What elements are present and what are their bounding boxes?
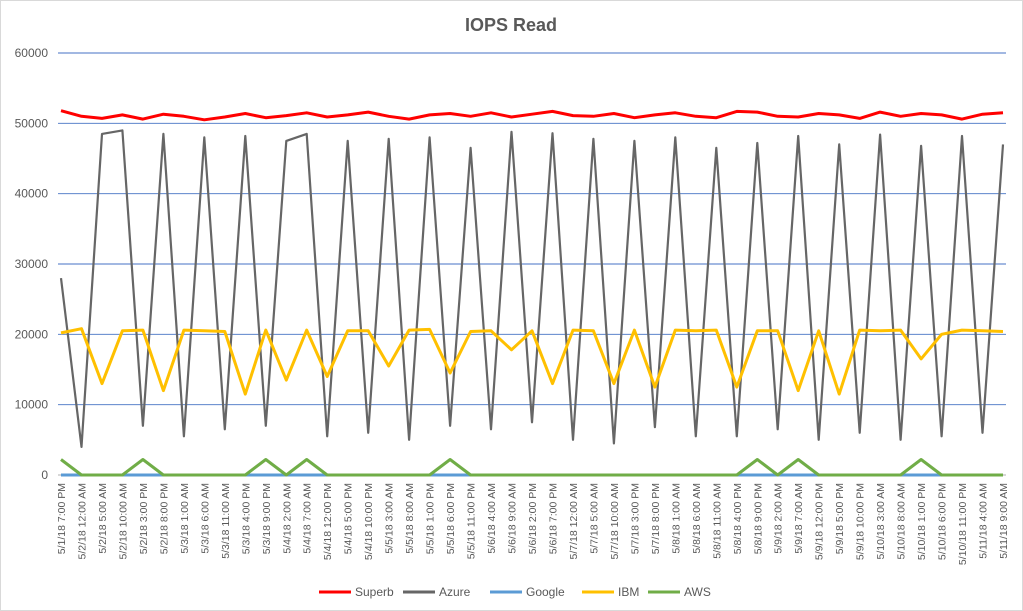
x-tick-label: 5/4/18 7:00 AM <box>302 483 314 554</box>
x-tick-label: 5/7/18 8:00 PM <box>650 483 662 554</box>
legend-label: AWS <box>684 585 711 599</box>
x-tick-label: 5/8/18 6:00 AM <box>691 483 703 554</box>
legend: Superb Azure Google IBM AWS <box>319 585 711 599</box>
y-tick-label: 0 <box>41 468 48 482</box>
x-tick-label: 5/9/18 5:00 PM <box>834 483 846 554</box>
x-tick-label: 5/8/18 1:00 AM <box>670 483 682 554</box>
y-tick-label: 10000 <box>15 398 49 412</box>
x-tick-label: 5/10/18 1:00 PM <box>916 483 928 560</box>
x-tick-label: 5/8/18 4:00 PM <box>732 483 744 554</box>
x-tick-label: 5/9/18 10:00 PM <box>855 483 867 560</box>
y-tick-label: 50000 <box>15 116 49 130</box>
x-tick-label: 5/8/18 11:00 AM <box>711 483 723 559</box>
x-tick-label: 5/7/18 10:00 AM <box>609 483 621 559</box>
x-tick-label: 5/2/18 8:00 PM <box>158 483 170 554</box>
x-tick-label: 5/4/18 2:00 AM <box>281 483 293 554</box>
x-tick-label: 5/6/18 9:00 AM <box>507 483 519 554</box>
x-tick-label: 5/10/18 6:00 PM <box>937 483 949 560</box>
x-tick-label: 5/3/18 6:00 AM <box>199 483 211 554</box>
x-tick-label: 5/10/18 11:00 PM <box>957 483 969 565</box>
y-tick-label: 60000 <box>15 46 49 60</box>
x-tick-label: 5/7/18 3:00 PM <box>629 483 641 554</box>
x-tick-label: 5/3/18 11:00 AM <box>220 483 232 559</box>
legend-label: IBM <box>618 585 639 599</box>
x-tick-label: 5/1/18 7:00 PM <box>56 483 68 554</box>
y-tick-label: 20000 <box>15 327 49 341</box>
series-line-azure <box>59 129 1005 448</box>
x-tick-label: 5/4/18 12:00 PM <box>322 483 334 560</box>
legend-label: Superb <box>355 585 394 599</box>
x-tick-label: 5/8/18 9:00 PM <box>752 483 764 554</box>
chart-title: IOPS Read <box>465 15 557 35</box>
x-tick-label: 5/4/18 10:00 PM <box>363 483 375 560</box>
x-tick-label: 5/3/18 4:00 PM <box>240 483 252 554</box>
x-tick-label: 5/9/18 2:00 AM <box>773 483 785 554</box>
x-tick-label: 5/3/18 1:00 AM <box>179 483 191 554</box>
x-tick-label: 5/5/18 1:00 PM <box>425 483 437 554</box>
x-tick-label: 5/11/18 9:00 AM <box>998 483 1010 559</box>
legend-label: Azure <box>439 585 471 599</box>
series-lines <box>59 109 1005 477</box>
x-tick-label: 5/2/18 5:00 AM <box>97 483 109 554</box>
x-tick-label: 5/6/18 2:00 PM <box>527 483 539 554</box>
x-tick-label: 5/6/18 4:00 AM <box>486 483 498 554</box>
x-tick-label: 5/10/18 3:00 AM <box>875 483 887 559</box>
series-line-superb <box>60 109 1004 122</box>
x-tick-label: 5/7/18 5:00 AM <box>588 483 600 554</box>
x-tick-label: 5/11/18 4:00 AM <box>978 483 990 559</box>
x-tick-label: 5/5/18 6:00 PM <box>445 483 457 554</box>
x-tick-label: 5/10/18 8:00 AM <box>896 483 908 559</box>
y-tick-label: 30000 <box>15 257 49 271</box>
x-tick-label: 5/2/18 10:00 AM <box>117 483 129 559</box>
x-tick-label: 5/7/18 12:00 AM <box>568 483 580 559</box>
x-tick-label: 5/5/18 11:00 PM <box>466 483 478 559</box>
x-tick-label: 5/4/18 5:00 PM <box>343 483 355 554</box>
x-tick-label: 5/2/18 3:00 PM <box>138 483 150 554</box>
x-axis-ticks: 5/1/18 7:00 PM 5/2/18 12:00 AM 5/2/18 5:00… <box>56 483 1010 565</box>
x-tick-label: 5/5/18 8:00 AM <box>404 483 416 554</box>
series-line-aws <box>60 458 1003 477</box>
y-tick-label: 40000 <box>15 187 49 201</box>
x-tick-label: 5/6/18 7:00 PM <box>547 483 559 554</box>
x-tick-label: 5/9/18 7:00 AM <box>793 483 805 554</box>
x-tick-label: 5/3/18 9:00 PM <box>261 483 273 554</box>
legend-label: Google <box>526 585 565 599</box>
x-tick-label: 5/9/18 12:00 PM <box>814 483 826 560</box>
x-tick-label: 5/2/18 12:00 AM <box>76 483 88 559</box>
y-axis-ticks: 0 10000 20000 30000 40000 50000 60000 <box>15 46 49 482</box>
series-line-ibm <box>60 327 1004 396</box>
x-tick-label: 5/5/18 3:00 AM <box>384 483 396 554</box>
